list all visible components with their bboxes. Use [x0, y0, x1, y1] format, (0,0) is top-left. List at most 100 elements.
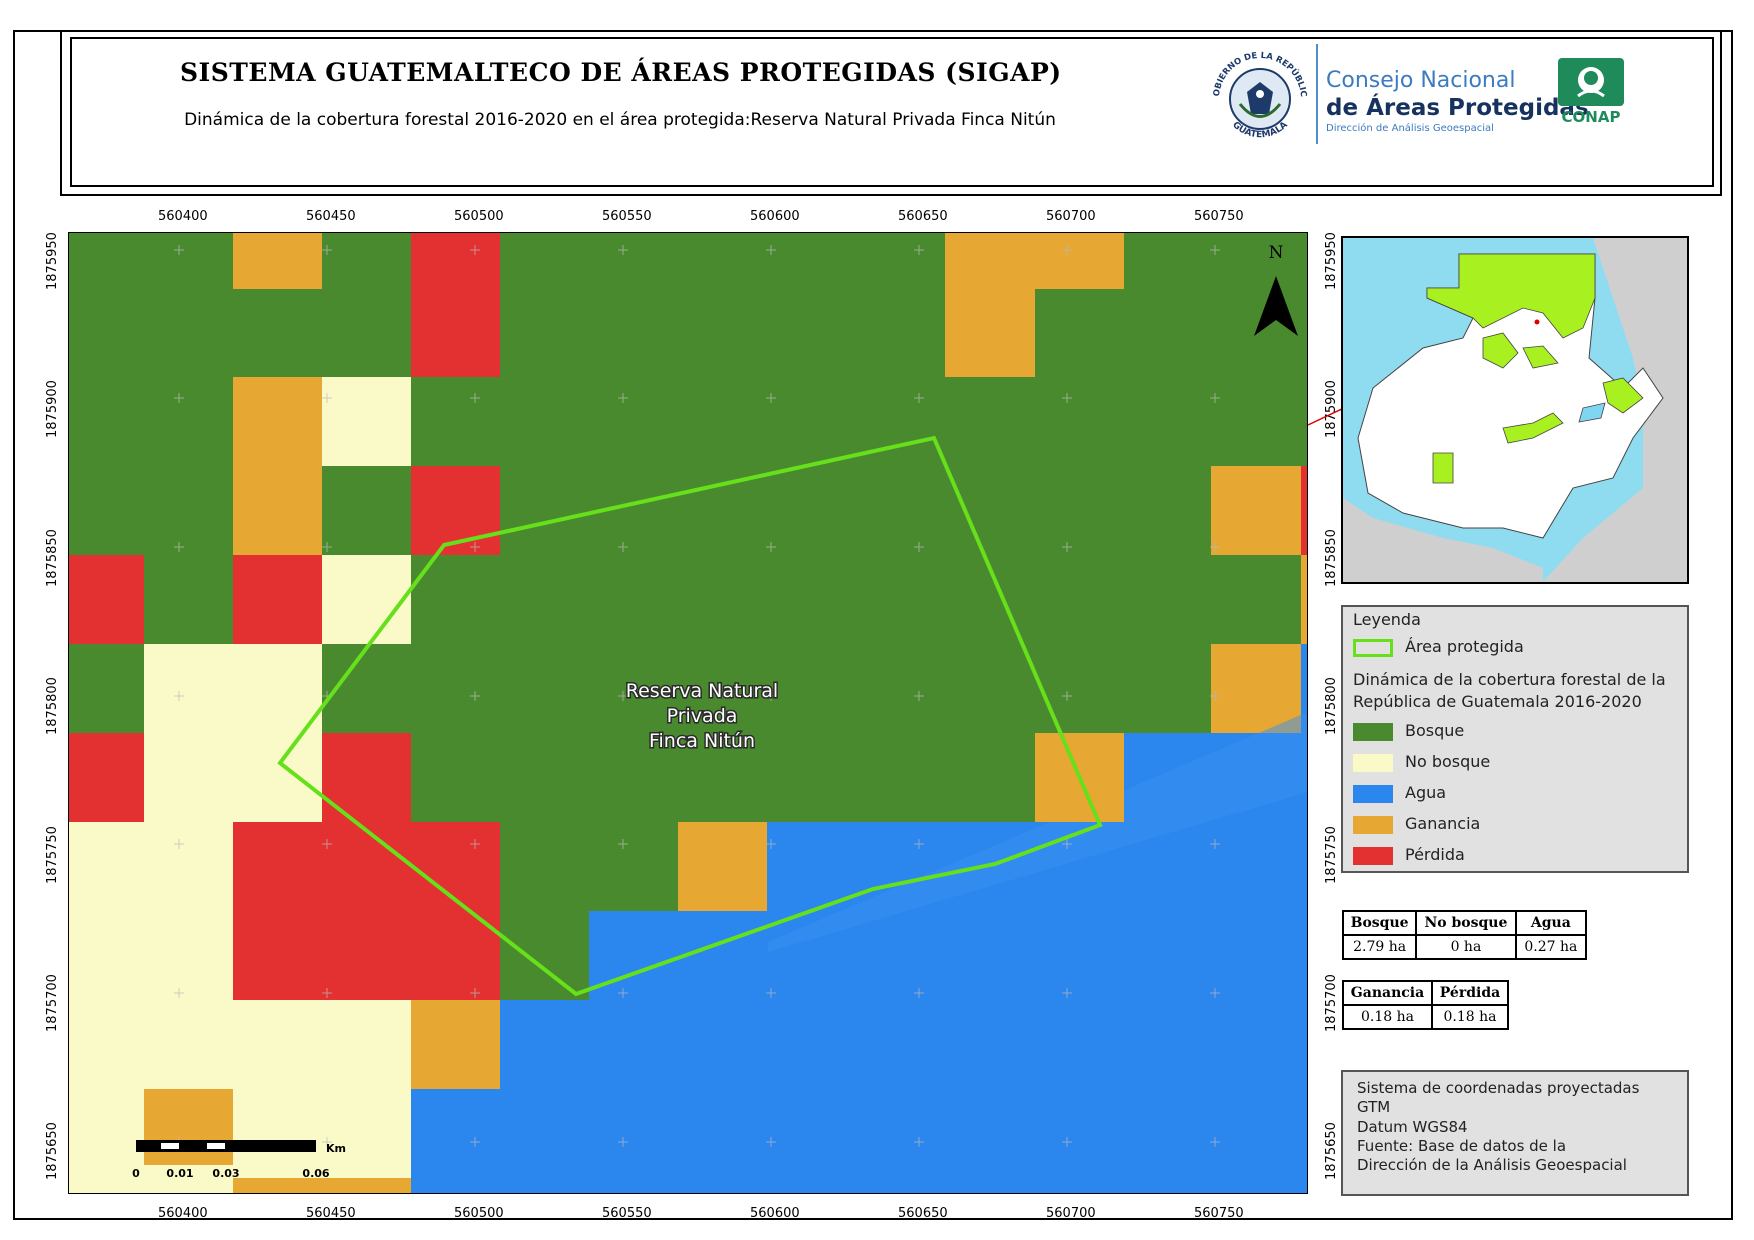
lake-izabal: [1578, 402, 1606, 423]
legend-swatch: [1353, 639, 1393, 657]
x-tick-bottom: 560700: [1046, 1206, 1096, 1221]
perdida-cell: [68, 555, 144, 644]
legend-swatch: [1353, 847, 1393, 865]
perdida-cell: [233, 822, 322, 1000]
perdida-cell: [1301, 466, 1308, 555]
y-tick-left: 1875900: [45, 380, 60, 438]
y-tick-left: 1875750: [45, 826, 60, 884]
stats-header: Agua: [1514, 910, 1588, 936]
scale-unit: Km: [326, 1142, 346, 1155]
y-tick-right: 1875700: [1324, 974, 1339, 1032]
ganancia-cell: [1301, 555, 1308, 644]
x-tick-bottom: 560400: [158, 1206, 208, 1221]
protected-area-outline: [277, 435, 1103, 997]
area-label-line-3: Finca Nitún: [649, 730, 755, 752]
north-arrow-icon: [1254, 276, 1298, 336]
perdida-cell: [411, 232, 500, 377]
peten-protected-areas: [1426, 253, 1596, 339]
stats-table-change: Ganancia Pérdida 0.18 ha 0.18 ha: [1342, 980, 1510, 1030]
legend-label: Pérdida: [1405, 845, 1465, 864]
stats-value: 0.18 ha: [1430, 1004, 1510, 1030]
protected-area-patch: [1502, 412, 1564, 444]
ganancia-cell: [1211, 466, 1301, 555]
x-tick-top: 560450: [306, 209, 356, 224]
stats-value: 0.18 ha: [1342, 1004, 1433, 1030]
agua-shade: [768, 712, 1308, 952]
x-tick-top: 560500: [454, 209, 504, 224]
perdida-cell: [411, 466, 500, 555]
protected-area-patch: [1522, 345, 1559, 369]
info-line: GTM: [1357, 1098, 1391, 1116]
stats-header: Pérdida: [1430, 980, 1510, 1006]
area-label: Reserva Natural Privada Finca Nitún: [624, 679, 779, 754]
page-title: SISTEMA GUATEMALTECO DE ÁREAS PROTEGIDAS…: [180, 58, 1062, 87]
y-tick-left: 1875950: [45, 232, 60, 290]
site-location-marker: [1534, 319, 1540, 325]
x-tick-top: 560650: [898, 209, 948, 224]
conap-badge-logo: CONAP: [1558, 58, 1624, 126]
legend-swatch: [1353, 754, 1393, 772]
header-frame: [60, 30, 1722, 196]
stats-value: 2.79 ha: [1341, 934, 1418, 960]
north-label: N: [1269, 243, 1284, 263]
x-tick-top: 560400: [158, 209, 208, 224]
no-bosque-cell: [322, 1000, 411, 1194]
info-line: Datum WGS84: [1357, 1118, 1468, 1136]
no-bosque-cell: [322, 377, 411, 466]
x-tick-top: 560550: [602, 209, 652, 224]
protected-area-patch: [1482, 332, 1519, 369]
ganancia-cell: [144, 1089, 233, 1165]
y-tick-left: 1875850: [45, 529, 60, 587]
ganancia-cell: [678, 822, 767, 911]
neighbor-country: [1543, 238, 1687, 582]
stats-table-cover: Bosque No bosque Agua 2.79 ha 0 ha 0.27 …: [1341, 910, 1588, 960]
guatemala-seal-logo: GOBIERNO DE LA REPÚBLICA GUATEMALA: [1205, 44, 1308, 140]
x-tick-bottom: 560550: [602, 1206, 652, 1221]
x-tick-bottom: 560500: [454, 1206, 504, 1221]
protected-area-patch: [1432, 452, 1454, 484]
no-bosque-cell: [68, 822, 144, 1194]
ganancia-cell: [233, 377, 322, 555]
conap-line-2: de Áreas Protegidas: [1326, 95, 1589, 121]
ganancia-cell: [233, 1178, 411, 1194]
y-tick-right: 1875800: [1324, 677, 1339, 735]
legend-dynamics-title: Dinámica de la cobertura forestal de la …: [1353, 670, 1666, 711]
y-tick-right: 1875650: [1324, 1122, 1339, 1180]
ganancia-cell: [945, 289, 1035, 377]
legend-label: No bosque: [1405, 752, 1491, 771]
x-tick-top: 560600: [750, 209, 800, 224]
x-tick-top: 560700: [1046, 209, 1096, 224]
coordinate-info-box: Sistema de coordenadas proyectadas GTM D…: [1341, 1070, 1689, 1196]
logo-separator: [1316, 44, 1318, 144]
scale-bar: Km 0 0.01 0.03 0.06: [132, 1140, 346, 1180]
x-tick-bottom: 560750: [1194, 1206, 1244, 1221]
conap-badge-text: CONAP: [1562, 108, 1621, 126]
legend-swatch: [1353, 723, 1393, 741]
perdida-cell: [233, 555, 322, 644]
y-tick-right: 1875850: [1324, 529, 1339, 587]
info-line: Fuente: Base de datos de la: [1357, 1137, 1567, 1155]
area-label-line-1: Reserva Natural: [626, 680, 778, 702]
perdida-cell: [68, 733, 144, 822]
y-tick-left: 1875800: [45, 677, 60, 735]
legend: Leyenda Área protegida Dinámica de la co…: [1341, 605, 1689, 873]
scale-label: 0.01: [166, 1167, 193, 1180]
page-subtitle: Dinámica de la cobertura forestal 2016-2…: [184, 110, 1056, 130]
grid-crosses: [174, 245, 1220, 1147]
stats-header: Ganancia: [1342, 980, 1433, 1006]
main-map: Reserva Natural Privada Finca Nitún N Km…: [68, 232, 1308, 1194]
ganancia-cell: [411, 1000, 500, 1089]
y-tick-right: 1875750: [1324, 826, 1339, 884]
legend-title: Leyenda: [1353, 610, 1421, 629]
x-tick-bottom: 560600: [750, 1206, 800, 1221]
info-line: Sistema de coordenadas proyectadas: [1357, 1079, 1640, 1097]
conap-line-1: Consejo Nacional: [1326, 68, 1516, 93]
y-tick-right: 1875950: [1324, 232, 1339, 290]
ganancia-cell: [945, 232, 1124, 289]
scale-label: 0.03: [212, 1167, 239, 1180]
stats-header: No bosque: [1415, 910, 1517, 936]
conap-line-3: Dirección de Análisis Geoespacial: [1326, 123, 1494, 134]
x-tick-bottom: 560650: [898, 1206, 948, 1221]
header-inner-frame: [70, 37, 1714, 187]
legend-label: Bosque: [1405, 721, 1465, 740]
